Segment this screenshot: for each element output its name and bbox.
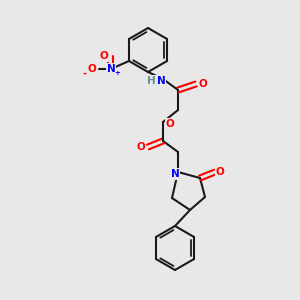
Text: N: N [157,76,165,86]
Text: N: N [106,64,115,74]
Text: N: N [171,169,179,179]
Text: H: H [147,76,155,86]
Text: O: O [216,167,224,177]
Text: O: O [88,64,96,74]
Text: O: O [166,119,174,129]
Text: -: - [83,69,87,79]
Text: +: + [114,70,120,76]
Text: O: O [136,142,146,152]
Text: O: O [199,79,207,89]
Text: O: O [100,51,108,61]
